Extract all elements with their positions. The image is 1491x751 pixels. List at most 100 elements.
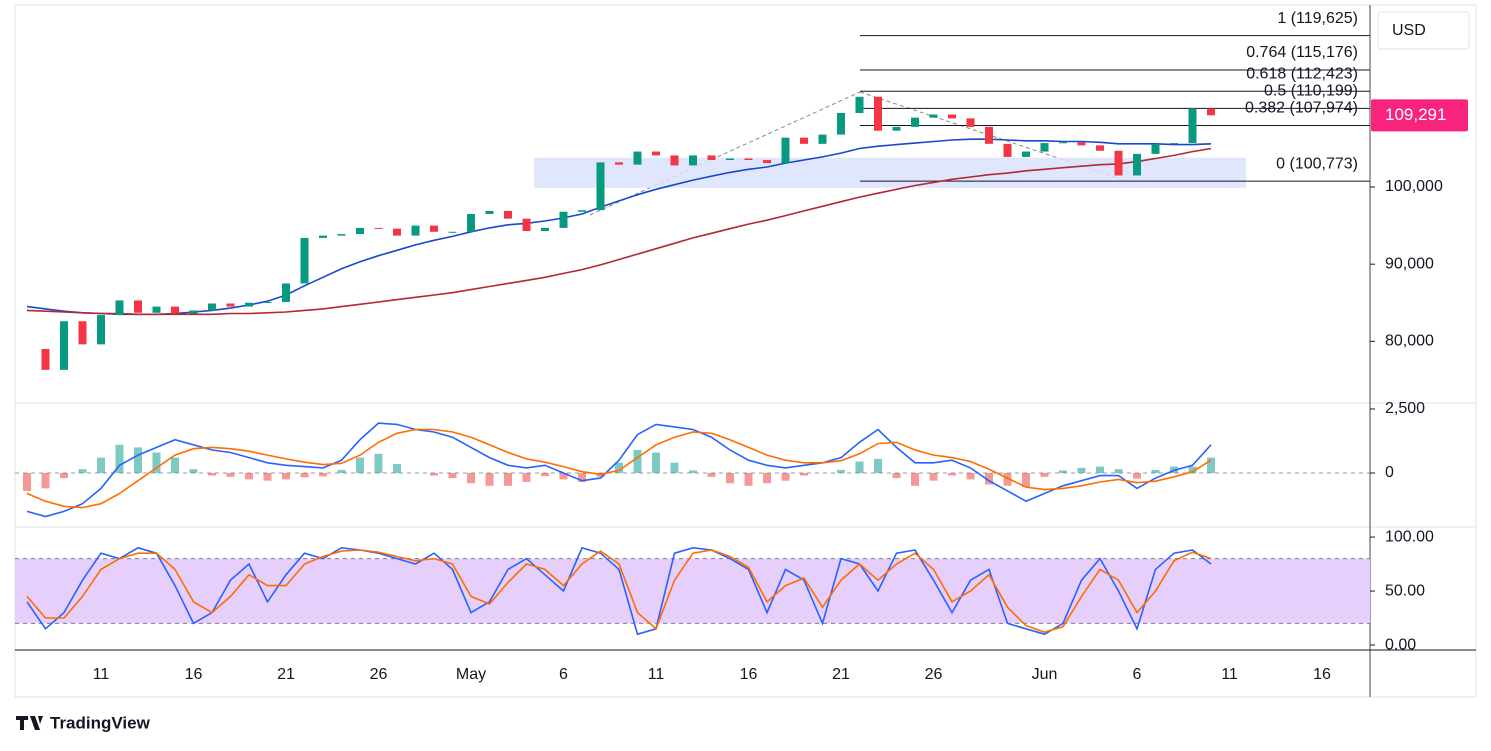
histogram-bar: [208, 473, 216, 476]
histogram-bar: [1003, 473, 1012, 486]
x-tick-label: May: [456, 666, 486, 683]
histogram-bar: [763, 473, 771, 484]
histogram-bar: [171, 457, 179, 474]
brand-logo: [16, 716, 43, 730]
y-tick-label: 50.00: [1385, 582, 1425, 599]
candle: [319, 235, 327, 238]
last-price-box: [1371, 99, 1468, 132]
histogram-bar: [1207, 457, 1215, 474]
histogram-bar: [300, 473, 309, 478]
histogram-bar: [559, 473, 568, 480]
histogram-bar: [1114, 469, 1123, 474]
histogram-bar: [911, 473, 919, 486]
candle: [800, 137, 808, 144]
last-price-label: 109,291: [1385, 105, 1446, 124]
candle: [874, 96, 882, 131]
histogram-bar: [1151, 469, 1160, 474]
candle: [818, 134, 827, 144]
candle: [929, 114, 938, 118]
candle: [226, 303, 235, 307]
fib-label: 0 (100,773): [1276, 155, 1358, 172]
histogram-bar: [319, 473, 327, 477]
x-tick-label: 11: [93, 666, 110, 683]
histogram-bar: [670, 462, 679, 474]
indicator-line: [26, 428, 1212, 509]
histogram-bar: [1022, 473, 1030, 488]
histogram-bar: [282, 473, 290, 480]
histogram-bar: [1188, 466, 1197, 474]
indicator-line: [26, 549, 1212, 633]
x-tick-label: 6: [559, 666, 568, 683]
y-tick-label: 90,000: [1385, 255, 1434, 272]
histogram-bar: [541, 473, 549, 477]
histogram-bar: [966, 473, 975, 480]
candle: [430, 225, 438, 232]
x-tick-label: 11: [648, 666, 665, 683]
candle: [1040, 143, 1049, 152]
histogram-bar: [374, 453, 383, 474]
candle: [1188, 108, 1197, 144]
histogram-bar: [1040, 473, 1049, 477]
candle: [652, 151, 660, 156]
histogram-bar: [263, 473, 272, 481]
candle: [670, 155, 679, 166]
histogram-bar: [115, 444, 124, 474]
indicator-line: [26, 546, 1212, 636]
candle: [171, 306, 179, 314]
candle: [726, 158, 734, 161]
histogram-bar: [337, 469, 346, 474]
histogram-bar: [929, 473, 938, 481]
histogram-bar: [41, 473, 50, 489]
candle: [374, 227, 383, 229]
histogram-bar: [134, 447, 142, 474]
candle: [948, 114, 956, 119]
y-tick-label: 2,500: [1385, 400, 1425, 417]
x-tick-label: 16: [185, 666, 203, 683]
candle: [1077, 142, 1086, 146]
histogram-bar: [467, 473, 475, 484]
fib-anchor: [589, 91, 861, 216]
candle: [356, 227, 364, 235]
x-tick-label: 6: [1133, 666, 1142, 683]
histogram-bar: [356, 457, 364, 474]
x-tick-label: 21: [277, 666, 295, 683]
histogram-bar: [152, 452, 161, 474]
x-tick-label: 26: [925, 666, 943, 683]
histogram-bar: [245, 473, 253, 480]
histogram-bar: [393, 464, 401, 474]
candle: [966, 118, 975, 127]
candle: [633, 151, 642, 165]
candle: [689, 155, 697, 166]
candle: [781, 137, 790, 164]
histogram-bar: [78, 469, 87, 474]
candle: [393, 228, 401, 236]
histogram-bar: [633, 449, 642, 474]
histogram-bar: [615, 462, 623, 474]
indicator-line: [26, 147, 1212, 316]
candle: [578, 210, 586, 212]
fib-label: 0.382 (107,974): [1245, 100, 1358, 117]
histogram-bar: [855, 461, 864, 474]
candle: [245, 302, 253, 307]
candle: [1133, 153, 1141, 176]
histogram-bar: [874, 458, 882, 474]
candle: [282, 283, 290, 302]
histogram-bar: [689, 470, 697, 474]
histogram-bar: [1133, 473, 1141, 479]
histogram-bar: [430, 473, 438, 476]
candle: [837, 112, 845, 135]
y-tick-label: 80,000: [1385, 333, 1434, 350]
currency-button[interactable]: [1377, 11, 1470, 50]
candle: [522, 218, 531, 231]
indicator-line: [26, 138, 1212, 316]
x-tick-label: 26: [370, 666, 388, 683]
x-tick-label: Jun: [1032, 666, 1058, 683]
histogram-bar: [985, 473, 993, 485]
histogram-bar: [948, 473, 956, 476]
x-tick-label: 11: [1221, 666, 1238, 683]
currency[interactable]: USD: [1392, 22, 1426, 39]
candle: [60, 321, 68, 370]
fib-label: 1 (119,625): [1277, 10, 1358, 27]
histogram-bar: [448, 473, 457, 479]
